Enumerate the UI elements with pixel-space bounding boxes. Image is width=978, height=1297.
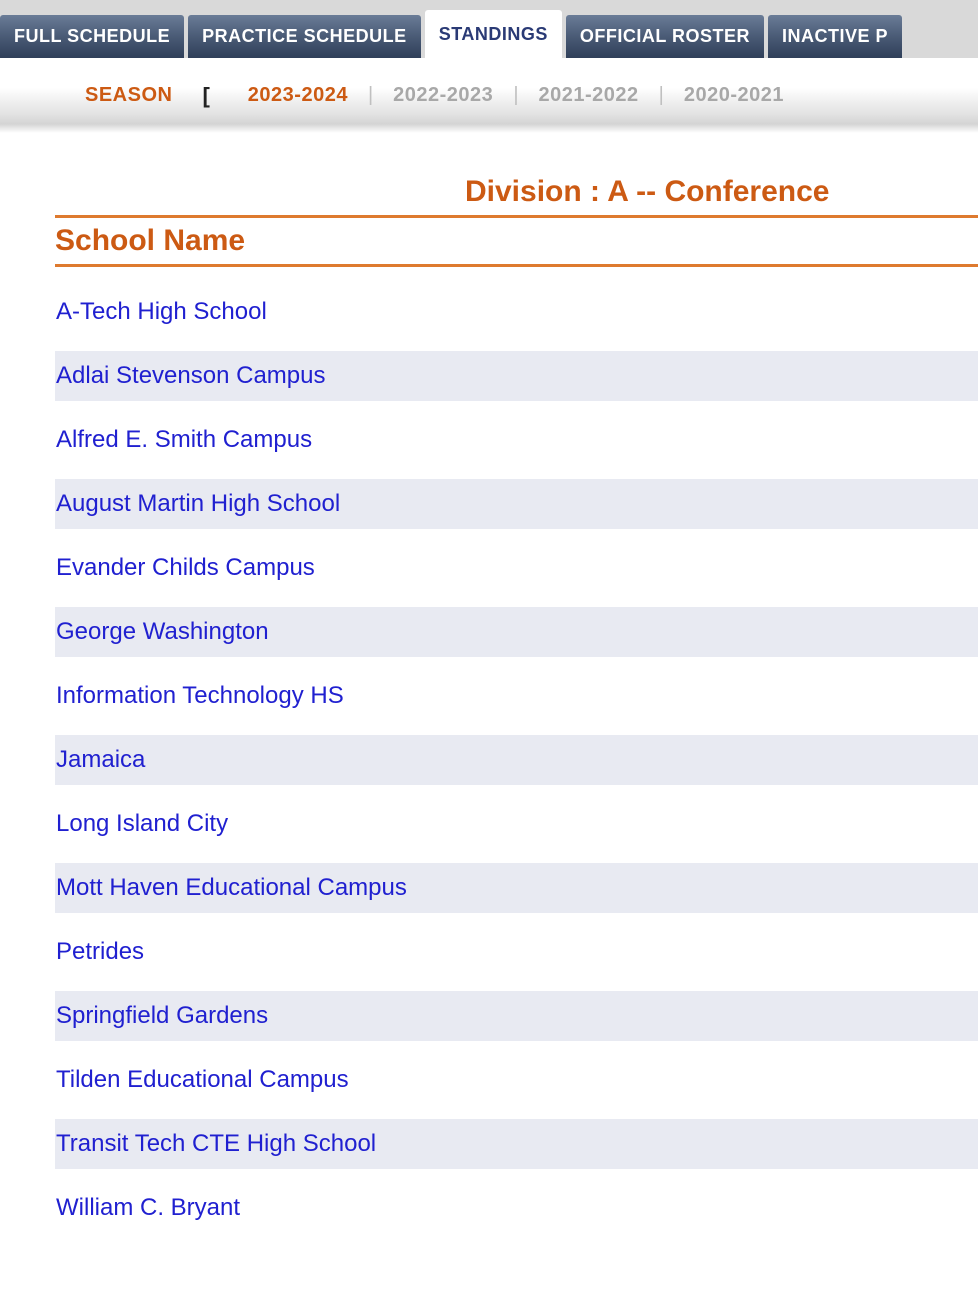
tab-label: PRACTICE SCHEDULE — [202, 26, 407, 47]
season-separator: | — [368, 84, 373, 107]
season-bracket: [ — [202, 83, 209, 109]
table-body: A-Tech High School Adlai Stevenson Campu… — [55, 267, 978, 1233]
table-row: Evander Childs Campus — [55, 543, 978, 593]
division-title: Division : A -- Conference — [55, 175, 978, 209]
standings-content: Division : A -- Conference School Name A… — [0, 133, 978, 1297]
school-link[interactable]: Adlai Stevenson Campus — [55, 362, 325, 389]
table-header-row: School Name — [55, 215, 978, 267]
table-row: Tilden Educational Campus — [55, 1055, 978, 1105]
table-row: George Washington — [55, 607, 978, 657]
tab-standings[interactable]: STANDINGS — [425, 10, 562, 58]
table-row: William C. Bryant — [55, 1183, 978, 1233]
school-link[interactable]: Jamaica — [55, 746, 145, 773]
school-link[interactable]: George Washington — [55, 618, 269, 645]
tab-label: STANDINGS — [439, 24, 548, 45]
table-row: Long Island City — [55, 799, 978, 849]
school-link[interactable]: August Martin High School — [55, 490, 340, 517]
table-row: Information Technology HS — [55, 671, 978, 721]
tab-label: INACTIVE P — [782, 26, 888, 47]
column-header-school-name: School Name — [55, 224, 245, 257]
season-link-2023-2024[interactable]: 2023-2024 — [248, 84, 348, 107]
season-separator: | — [659, 84, 664, 107]
table-row: Adlai Stevenson Campus — [55, 351, 978, 401]
standings-table: School Name A-Tech High School Adlai Ste… — [55, 215, 978, 1233]
table-row: Transit Tech CTE High School — [55, 1119, 978, 1169]
school-link[interactable]: Evander Childs Campus — [55, 554, 315, 581]
table-row: August Martin High School — [55, 479, 978, 529]
table-row: Jamaica — [55, 735, 978, 785]
season-selector: SEASON [ 2023-2024 | 2022-2023 | 2021-20… — [0, 58, 978, 133]
seasonbar-container: SEASON [ 2023-2024 | 2022-2023 | 2021-20… — [0, 58, 978, 133]
table-row: Petrides — [55, 927, 978, 977]
season-separator: | — [513, 84, 518, 107]
tab-label: OFFICIAL ROSTER — [580, 26, 750, 47]
table-row: A-Tech High School — [55, 287, 978, 337]
season-link-2022-2023[interactable]: 2022-2023 — [393, 84, 493, 107]
school-link[interactable]: Springfield Gardens — [55, 1002, 268, 1029]
school-link[interactable]: Long Island City — [55, 810, 228, 837]
school-link[interactable]: Tilden Educational Campus — [55, 1066, 349, 1093]
season-link-2021-2022[interactable]: 2021-2022 — [539, 84, 639, 107]
main-tabbar: FULL SCHEDULE PRACTICE SCHEDULE STANDING… — [0, 0, 978, 58]
school-link[interactable]: William C. Bryant — [55, 1194, 240, 1221]
school-link[interactable]: Information Technology HS — [55, 682, 344, 709]
table-row: Mott Haven Educational Campus — [55, 863, 978, 913]
school-link[interactable]: Petrides — [55, 938, 144, 965]
tab-practice-schedule[interactable]: PRACTICE SCHEDULE — [188, 15, 421, 58]
tab-label: FULL SCHEDULE — [14, 26, 170, 47]
school-link[interactable]: Transit Tech CTE High School — [55, 1130, 376, 1157]
school-link[interactable]: Alfred E. Smith Campus — [55, 426, 312, 453]
school-link[interactable]: A-Tech High School — [55, 298, 267, 325]
school-link[interactable]: Mott Haven Educational Campus — [55, 874, 407, 901]
table-row: Springfield Gardens — [55, 991, 978, 1041]
tab-inactive[interactable]: INACTIVE P — [768, 15, 902, 58]
season-label: SEASON — [85, 84, 172, 107]
table-row: Alfred E. Smith Campus — [55, 415, 978, 465]
tab-full-schedule[interactable]: FULL SCHEDULE — [0, 15, 184, 58]
tab-official-roster[interactable]: OFFICIAL ROSTER — [566, 15, 764, 58]
season-link-2020-2021[interactable]: 2020-2021 — [684, 84, 784, 107]
